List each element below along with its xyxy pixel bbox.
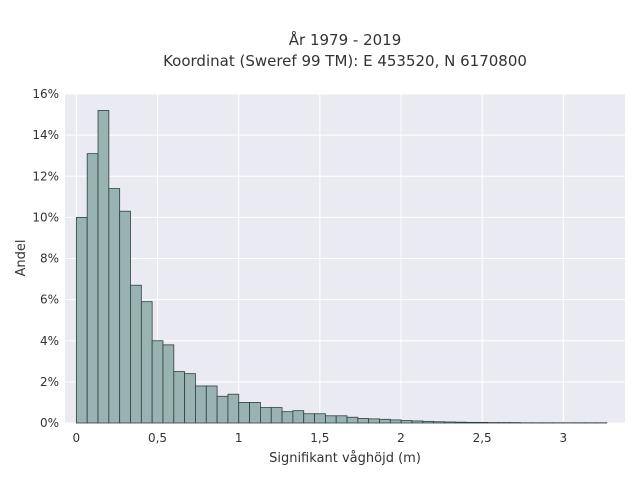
histogram-bar (411, 420, 424, 424)
histogram-bar (335, 415, 348, 424)
chart-title-line-1: År 1979 - 2019 (289, 30, 402, 49)
y-tick-label: 4% (40, 334, 59, 348)
histogram-bar (173, 371, 186, 424)
x-tick-label: 0 (73, 431, 81, 445)
y-tick-label: 8% (40, 252, 59, 266)
histogram-bar (227, 393, 240, 424)
x-tick-label: 1 (235, 431, 243, 445)
histogram-bar (205, 385, 218, 424)
y-tick-label: 2% (40, 375, 59, 389)
histogram-bar (314, 413, 326, 424)
x-tick-label: 3 (559, 431, 567, 445)
histogram-bar (465, 421, 478, 424)
histogram-bar (270, 407, 283, 424)
histogram-bar (433, 421, 445, 424)
histogram-bar (476, 421, 489, 424)
histogram-bar (379, 418, 391, 424)
x-tick-label: 1,5 (310, 431, 329, 445)
y-tick-label: 14% (32, 128, 59, 142)
histogram-bar (86, 153, 99, 424)
histogram-bar (454, 421, 467, 424)
histogram-bar (195, 385, 207, 424)
y-tick-label: 12% (32, 169, 59, 183)
histogram-bar (346, 416, 359, 424)
x-tick-label: 2,5 (473, 431, 492, 445)
x-tick-label: 0,5 (148, 431, 167, 445)
histogram-bar (400, 420, 413, 424)
histogram-bar (108, 188, 121, 424)
histogram-bar (184, 373, 196, 424)
histogram-bar (249, 402, 261, 424)
x-axis-label: Signifikant våghöjd (m) (269, 451, 421, 466)
histogram-bar (324, 415, 337, 424)
histogram-bar (162, 344, 175, 424)
histogram-bar (303, 413, 315, 424)
histogram-bar (216, 395, 229, 424)
y-tick-label: 16% (32, 87, 59, 101)
histogram-bar (140, 301, 153, 424)
histogram-bar (151, 340, 164, 424)
histogram-bar (97, 110, 110, 424)
histogram-bar (444, 421, 456, 424)
histogram-bar (75, 216, 88, 424)
histogram-bar (422, 420, 435, 424)
histogram-bars (75, 110, 608, 424)
tick-labels: 0% 2% 4% 6% 8% 10% 12% 14% 16% 0 0,5 1 1,5 2 2,5 3 (32, 87, 567, 445)
y-tick-label: 10% (32, 210, 59, 224)
chart-title-line-2: Koordinat (Sweref 99 TM): E 453520, N 61… (163, 52, 527, 70)
histogram-bar (130, 284, 142, 424)
y-tick-label: 6% (40, 293, 59, 307)
histogram-bar (368, 418, 380, 424)
histogram-bar (292, 410, 305, 424)
histogram-bar (238, 402, 250, 424)
histogram-bar (389, 419, 402, 424)
histogram-bar (281, 411, 294, 424)
x-tick-label: 2 (397, 431, 405, 445)
histogram-bar (119, 210, 131, 424)
histogram-bar (260, 407, 272, 424)
histogram-bar (357, 418, 370, 424)
y-axis-label: Andel (14, 240, 29, 277)
y-tick-label: 0% (40, 416, 59, 430)
